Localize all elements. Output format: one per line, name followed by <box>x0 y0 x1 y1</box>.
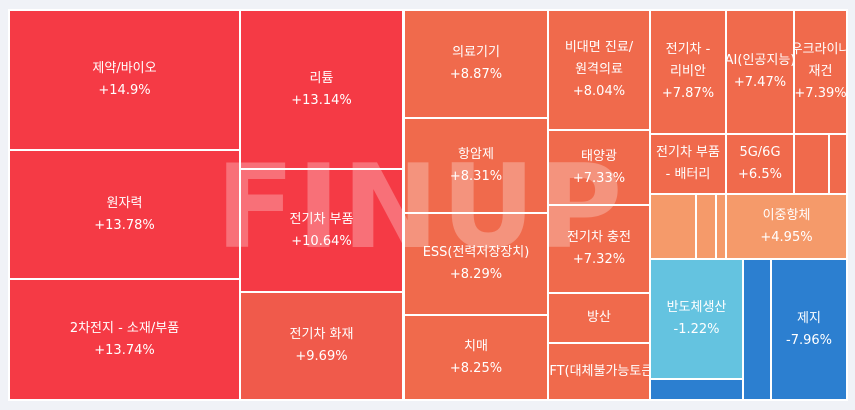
tile-label: 이중항체 <box>762 207 811 223</box>
tile-label: 반도체생산 <box>666 300 727 315</box>
treemap-tile-4[interactable]: 전기차 부품 +10.64% <box>239 168 404 293</box>
treemap-tile-2-2[interactable]: 2차전지 - 소재/부품 +13.74% <box>8 278 241 401</box>
treemap-tile-6[interactable]: 의료기기 +8.87% <box>403 9 549 119</box>
treemap-tile-5[interactable]: 전기차 화재 +9.69% <box>239 291 404 401</box>
treemap-tile-29[interactable]: 제지 -7.96% <box>770 258 848 401</box>
tile-label: 방산 <box>587 310 611 325</box>
tile-label: 전기차 부품 - 배터리 <box>656 145 720 182</box>
tile-change-value: +7.32% <box>572 252 626 267</box>
tile-change-value: +13.74% <box>94 342 155 358</box>
treemap-tile-20[interactable] <box>793 133 830 195</box>
tile-label: 리튬 <box>309 70 334 86</box>
tile-change-value: +10.64% <box>291 233 352 249</box>
treemap-tile-17[interactable]: 우크라이나 재건 +7.39% <box>793 9 848 135</box>
tile-label: AI(인공지능) <box>725 53 795 68</box>
tile-change-value: +9.69% <box>295 349 348 364</box>
tile-label: NFT(대체불가능토큰) <box>549 363 649 379</box>
tile-change-value: +8.25% <box>449 360 503 376</box>
tile-label: 제약/바이오 <box>92 61 157 76</box>
treemap-tile-18[interactable]: 전기차 부품 - 배터리 <box>649 133 727 195</box>
tile-change-value: +7.39% <box>794 86 847 101</box>
treemap-tile-15[interactable]: 전기차 - 리비안 +7.87% <box>649 9 727 135</box>
tile-label: 2차전지 - 소재/부품 <box>69 320 180 336</box>
tile-change-value: +14.9% <box>98 83 151 98</box>
treemap-tile-23[interactable] <box>695 193 717 260</box>
tile-change-value: +8.31% <box>449 168 503 184</box>
tile-label: 우크라이나 재건 <box>793 42 848 79</box>
treemap-tile-19-5g-6g[interactable]: 5G/6G +6.5% <box>725 133 795 195</box>
tile-change-value: +8.29% <box>449 267 503 282</box>
tile-change-value: +7.47% <box>733 75 787 90</box>
treemap-tile-26[interactable]: 반도체생산 -1.22% <box>649 258 744 380</box>
tile-change-value: +7.87% <box>661 86 715 101</box>
tile-label: 치매 <box>464 338 488 354</box>
tile-label: 제지 <box>797 310 821 326</box>
tile-label: 비대면 진료/원격의료 <box>564 40 634 77</box>
treemap-tile-3[interactable]: 리튬 +13.14% <box>239 9 404 170</box>
treemap-tile-10[interactable]: 비대면 진료/원격의료 +8.04% <box>547 9 651 131</box>
treemap-tile-12[interactable]: 전기차 충전 +7.32% <box>547 204 651 294</box>
tile-change-value: +8.87% <box>449 67 503 82</box>
tile-label: 5G/6G <box>739 145 781 160</box>
tile-change-value: +13.78% <box>94 217 155 233</box>
tile-change-value: +4.95% <box>760 229 813 245</box>
treemap-tile-25[interactable]: 이중항체 +4.95% <box>725 193 848 260</box>
tile-change-value: +13.14% <box>291 92 352 108</box>
tile-change-value: -7.96% <box>786 332 832 348</box>
treemap-tile-16-ai[interactable]: AI(인공지능) +7.47% <box>725 9 795 135</box>
treemap-tile-22[interactable] <box>649 193 697 260</box>
tile-label: ESS(전력저장장치) <box>422 245 530 260</box>
treemap-tile-21[interactable] <box>828 133 848 195</box>
tile-label: 전기차 화재 <box>289 327 354 342</box>
treemap-tile-11[interactable]: 태양광 +7.33% <box>547 129 651 206</box>
tile-label: 전기차 충전 <box>567 230 631 245</box>
tile-change-value: -1.22% <box>673 322 720 337</box>
tile-change-value: +6.5% <box>738 167 782 182</box>
treemap-tile-27[interactable] <box>649 378 744 401</box>
tile-label: 태양광 <box>581 148 617 164</box>
tile-label: 의료기기 <box>452 45 500 60</box>
tile-label: 전기차 - 리비안 <box>665 42 711 79</box>
treemap-tile-7[interactable]: 항암제 +8.31% <box>403 117 549 214</box>
tile-change-value: +8.04% <box>572 84 626 99</box>
tile-label: 전기차 부품 <box>289 211 354 227</box>
tile-label: 항암제 <box>458 146 494 162</box>
treemap-tile-1[interactable]: 원자력 +13.78% <box>8 149 241 280</box>
tile-change-value: +7.33% <box>572 170 626 186</box>
treemap-tile-9[interactable]: 치매 +8.25% <box>403 314 549 401</box>
treemap-tile-14-nft[interactable]: NFT(대체불가능토큰) <box>547 342 651 401</box>
treemap-tile-8-ess[interactable]: ESS(전력저장장치) +8.29% <box>403 212 549 316</box>
treemap-tile-28[interactable] <box>742 258 772 401</box>
treemap-tile-13[interactable]: 방산 <box>547 292 651 344</box>
treemap-tile-0[interactable]: 제약/바이오 +14.9% <box>8 9 241 151</box>
tile-label: 원자력 <box>106 195 143 211</box>
